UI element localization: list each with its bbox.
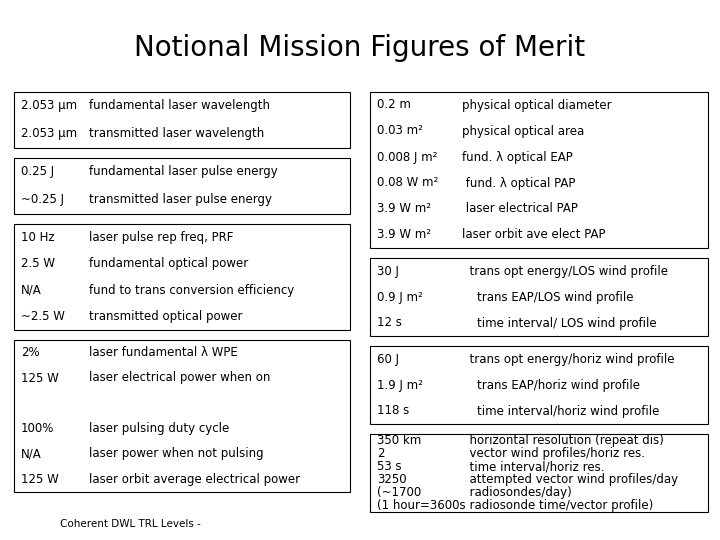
Text: 2: 2 [377,447,384,460]
Text: laser power when not pulsing: laser power when not pulsing [89,448,264,461]
Text: Notional Mission Figures of Merit: Notional Mission Figures of Merit [135,34,585,62]
Text: physical optical diameter: physical optical diameter [462,98,611,111]
Text: (1 hour=3600s: (1 hour=3600s [377,499,466,512]
Text: 10 Hz: 10 Hz [21,231,55,244]
Text: Coherent DWL TRL Levels -: Coherent DWL TRL Levels - [60,519,201,529]
Text: 2.053 μm: 2.053 μm [21,127,77,140]
Bar [14,158,350,214]
Text: 0.9 J m²: 0.9 J m² [377,291,423,303]
Text: 2.053 μm: 2.053 μm [21,99,77,112]
Text: ~0.25 J: ~0.25 J [21,193,64,206]
Text: N/A: N/A [21,284,42,297]
Text: ~2.5 W: ~2.5 W [21,310,65,323]
Text: 0.008 J m²: 0.008 J m² [377,151,437,164]
Text: trans EAP/horiz wind profile: trans EAP/horiz wind profile [462,379,640,392]
Text: laser fundamental λ WPE: laser fundamental λ WPE [89,346,238,359]
Text: 30 J: 30 J [377,265,399,278]
Text: fundamental optical power: fundamental optical power [89,257,248,270]
Text: 350 km: 350 km [377,434,421,447]
Text: N/A: N/A [21,448,42,461]
Text: 1.9 J m²: 1.9 J m² [377,379,423,392]
Text: 118 s: 118 s [377,404,409,417]
Text: trans opt energy/LOS wind profile: trans opt energy/LOS wind profile [462,265,668,278]
Text: laser pulse rep freq, PRF: laser pulse rep freq, PRF [89,231,233,244]
Text: 100%: 100% [21,422,55,435]
Text: 3250: 3250 [377,473,407,486]
Bar [14,340,350,492]
Text: laser electrical PAP: laser electrical PAP [462,202,578,215]
Text: laser electrical power when on: laser electrical power when on [89,372,271,384]
Text: time interval/horiz res.: time interval/horiz res. [462,460,605,473]
Text: fund to trans conversion efficiency: fund to trans conversion efficiency [89,284,294,297]
Text: horizontal resolution (repeat dis): horizontal resolution (repeat dis) [462,434,664,447]
Text: 2.5 W: 2.5 W [21,257,55,270]
Text: transmitted laser pulse energy: transmitted laser pulse energy [89,193,272,206]
Bar [370,434,708,512]
Text: 0.03 m²: 0.03 m² [377,125,423,138]
Text: fund. λ optical EAP: fund. λ optical EAP [462,151,572,164]
Text: 3.9 W m²: 3.9 W m² [377,228,431,241]
Bar [370,258,708,336]
Text: trans EAP/LOS wind profile: trans EAP/LOS wind profile [462,291,634,303]
Bar [14,224,350,330]
Text: 125 W: 125 W [21,473,59,486]
Text: vector wind profiles/horiz res.: vector wind profiles/horiz res. [462,447,645,460]
Text: time interval/horiz wind profile: time interval/horiz wind profile [462,404,660,417]
Text: 60 J: 60 J [377,353,399,366]
Text: 53 s: 53 s [377,460,402,473]
Text: fund. λ optical PAP: fund. λ optical PAP [462,177,575,190]
Text: 2%: 2% [21,346,40,359]
Text: 125 W: 125 W [21,372,59,384]
Text: (~1700: (~1700 [377,486,421,499]
Text: 0.25 J: 0.25 J [21,165,54,179]
Text: radiosonde time/vector profile): radiosonde time/vector profile) [462,499,653,512]
Bar [370,346,708,424]
Text: laser pulsing duty cycle: laser pulsing duty cycle [89,422,229,435]
Text: attempted vector wind profiles/day: attempted vector wind profiles/day [462,473,678,486]
Bar [370,92,708,248]
Text: fundamental laser pulse energy: fundamental laser pulse energy [89,165,278,179]
Text: physical optical area: physical optical area [462,125,584,138]
Bar [14,92,350,148]
Text: trans opt energy/horiz wind profile: trans opt energy/horiz wind profile [462,353,675,366]
Text: transmitted laser wavelength: transmitted laser wavelength [89,127,264,140]
Text: 3.9 W m²: 3.9 W m² [377,202,431,215]
Text: laser orbit average electrical power: laser orbit average electrical power [89,473,300,486]
Text: 12 s: 12 s [377,316,402,329]
Text: time interval/ LOS wind profile: time interval/ LOS wind profile [462,316,657,329]
Text: 0.2 m: 0.2 m [377,98,411,111]
Text: laser orbit ave elect PAP: laser orbit ave elect PAP [462,228,606,241]
Text: fundamental laser wavelength: fundamental laser wavelength [89,99,270,112]
Text: radiosondes/day): radiosondes/day) [462,486,572,499]
Text: transmitted optical power: transmitted optical power [89,310,243,323]
Text: 0.08 W m²: 0.08 W m² [377,177,438,190]
